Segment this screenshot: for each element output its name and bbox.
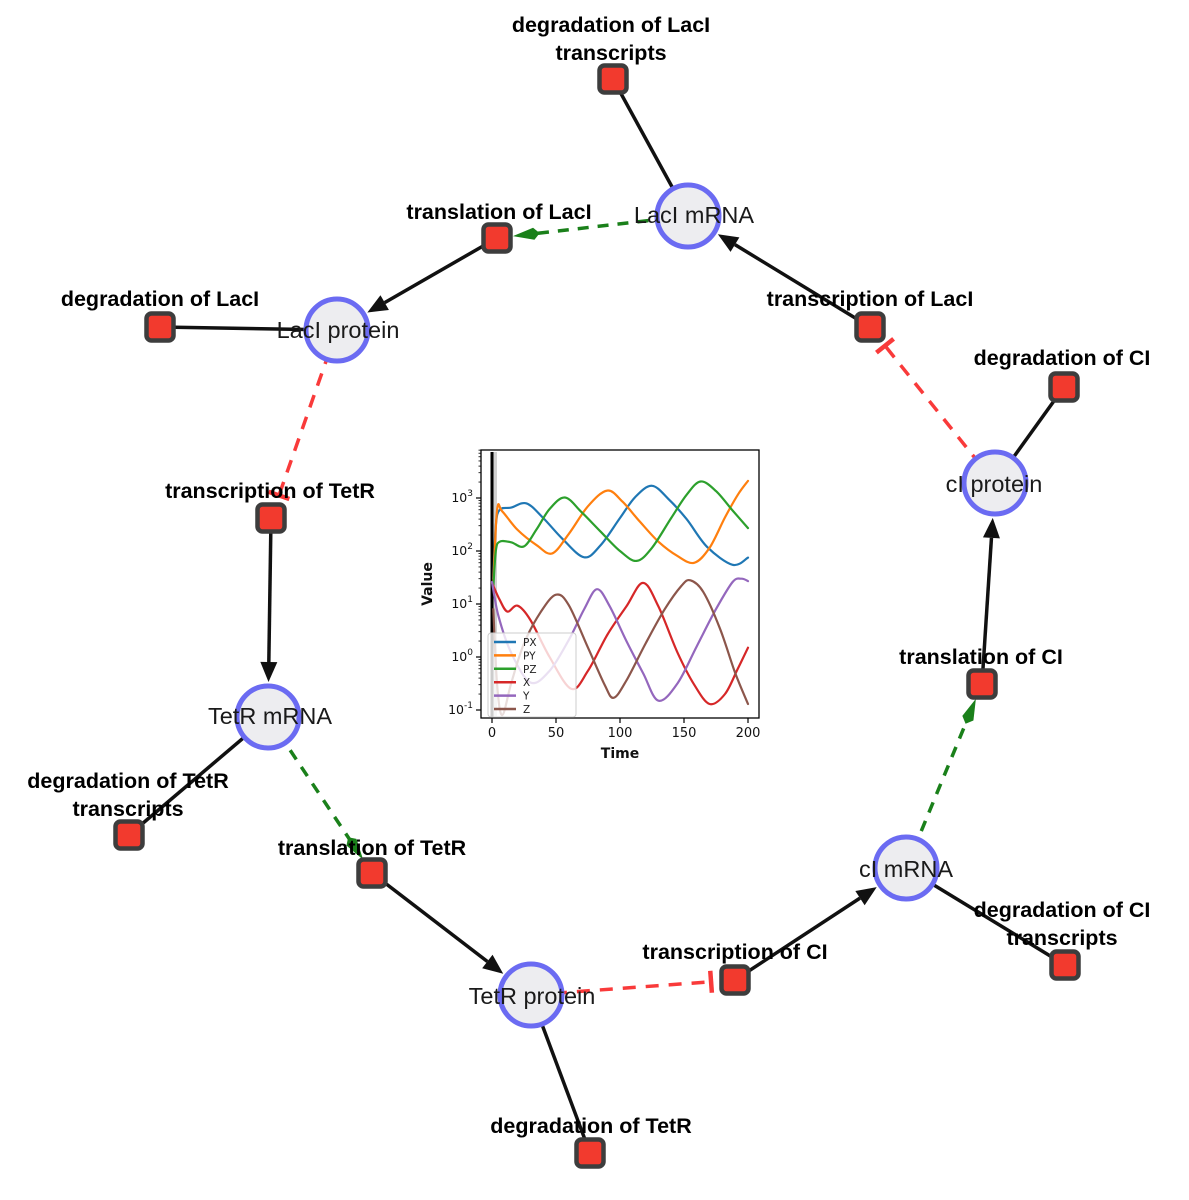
activation-arrowhead-icon: [962, 698, 976, 724]
legend-label-Y: Y: [522, 691, 530, 703]
legend-label-X: X: [523, 677, 530, 689]
chart-series-PX: [492, 484, 750, 580]
reaction-node-transcription-ci[interactable]: [719, 964, 751, 996]
edge-transcription-ci-to-ci-mrna-line: [734, 896, 861, 982]
edge-transcription-laci-to-laci-mrna-line: [734, 243, 871, 329]
species-label-tetr-protein: TetR protein: [469, 983, 596, 1009]
legend-label-PY: PY: [523, 650, 536, 662]
y-tick-label: 10-1: [448, 701, 473, 717]
legend-label-Z: Z: [523, 704, 530, 716]
edge-translation-laci-to-laci-protein: [367, 236, 498, 313]
species-label-ci-protein: cI protein: [946, 471, 1043, 497]
edge-translation-ci-to-ci-protein: [980, 517, 1000, 685]
species-label-tetr-mrna: TetR mRNA: [208, 703, 332, 729]
species-label-ci-mrna: cI mRNA: [859, 856, 953, 882]
y-tick-label: 100: [451, 648, 473, 664]
edge-translation-laci-to-laci-protein-line: [383, 236, 498, 305]
x-tick-label: 100: [608, 726, 633, 741]
reaction-label-deg-laci-transcripts: degradation of LacI: [512, 13, 710, 37]
species-label-laci-protein: LacI protein: [277, 317, 400, 343]
labels-layer: degradation of LacI transcripts translatio…: [27, 13, 1150, 1138]
arrowhead-icon: [367, 295, 389, 313]
x-tick-label: 200: [736, 726, 761, 741]
reaction-label-deg-ci-transcripts: transcripts: [1006, 926, 1117, 950]
reaction-node-deg-ci[interactable]: [1048, 371, 1080, 403]
nodes-layer: [113, 63, 1081, 1169]
reaction-node-deg-laci-transcripts[interactable]: [597, 63, 629, 95]
reaction-node-deg-laci[interactable]: [144, 311, 176, 343]
reaction-label-deg-ci: degradation of CI: [974, 346, 1151, 370]
reaction-node-deg-tetr[interactable]: [574, 1137, 606, 1169]
edge-transcription-ci-to-ci-mrna: [734, 887, 877, 982]
reaction-label-deg-laci-transcripts: transcripts: [555, 41, 666, 65]
reaction-node-transcription-tetr[interactable]: [255, 502, 287, 534]
species-node-laci-protein[interactable]: [303, 296, 371, 364]
reaction-label-translation-laci: translation of LacI: [406, 200, 591, 224]
reaction-node-translation-ci[interactable]: [966, 668, 998, 700]
chart-series-PY: [492, 479, 750, 584]
species-node-tetr-mrna[interactable]: [234, 683, 302, 751]
inhibition-tee-icon: [708, 970, 715, 993]
x-tick-label: 0: [488, 726, 496, 741]
reaction-label-transcription-tetr: transcription of TetR: [165, 479, 375, 503]
initial-transient-band: [493, 452, 497, 716]
edge-translation-ci-to-ci-protein-line: [980, 537, 994, 685]
inhibition-tee-icon: [267, 489, 291, 502]
reaction-label-translation-tetr: translation of TetR: [278, 836, 467, 860]
legend-label-PZ: PZ: [523, 664, 537, 676]
species-node-ci-protein[interactable]: [961, 449, 1029, 517]
reaction-label-deg-laci: degradation of LacI: [61, 287, 259, 311]
y-axis-title: Value: [420, 562, 436, 606]
reaction-label-transcription-ci: transcription of CI: [642, 940, 827, 964]
edge-transcription-laci-to-laci-mrna: [717, 234, 871, 329]
arrowhead-icon: [260, 661, 278, 683]
activation-arrowhead-icon: [512, 227, 540, 240]
x-axis-title: Time: [601, 746, 639, 762]
y-tick-label: 101: [451, 595, 473, 611]
arrowhead-icon: [982, 517, 1000, 539]
species-node-ci-mrna[interactable]: [872, 834, 940, 902]
reaction-label-translation-ci: translation of CI: [899, 645, 1063, 669]
x-tick-label: 150: [672, 726, 697, 741]
species-label-laci-mrna: LacI mRNA: [634, 202, 754, 228]
reaction-label-deg-tetr-transcripts: degradation of TetR: [27, 769, 229, 793]
activation-arrowhead-icon: [346, 837, 364, 860]
chart-series-PZ: [492, 480, 750, 590]
legend-label-PX: PX: [523, 637, 537, 649]
inhibition-tee-icon: [875, 337, 895, 355]
edge-transcription-tetr-to-tetr-mrna: [260, 517, 278, 683]
arrowhead-icon: [855, 887, 877, 906]
y-tick-label: 103: [451, 489, 473, 505]
edge-translation-tetr-to-tetr-protein: [370, 871, 504, 974]
species-node-tetr-protein[interactable]: [497, 961, 565, 1029]
arrowhead-icon: [717, 234, 740, 252]
reaction-label-deg-ci-transcripts: degradation of CI: [974, 898, 1151, 922]
x-tick-label: 50: [548, 726, 565, 741]
reaction-node-translation-tetr[interactable]: [356, 857, 388, 889]
reaction-node-transcription-laci[interactable]: [854, 311, 886, 343]
edge-translation-tetr-to-tetr-protein-line: [370, 871, 489, 963]
edge-transcription-tetr-to-tetr-mrna-line: [267, 517, 273, 663]
reaction-node-deg-tetr-transcripts[interactable]: [113, 819, 145, 851]
reaction-label-deg-tetr: degradation of TetR: [490, 1114, 692, 1138]
reaction-node-deg-ci-transcripts[interactable]: [1049, 949, 1081, 981]
y-tick-label: 102: [451, 542, 473, 558]
reaction-label-deg-tetr-transcripts: transcripts: [72, 797, 183, 821]
species-node-laci-mrna[interactable]: [654, 182, 722, 250]
reaction-label-transcription-laci: transcription of LacI: [767, 287, 974, 311]
reaction-node-translation-laci[interactable]: [481, 222, 513, 254]
arrowhead-icon: [482, 954, 504, 974]
